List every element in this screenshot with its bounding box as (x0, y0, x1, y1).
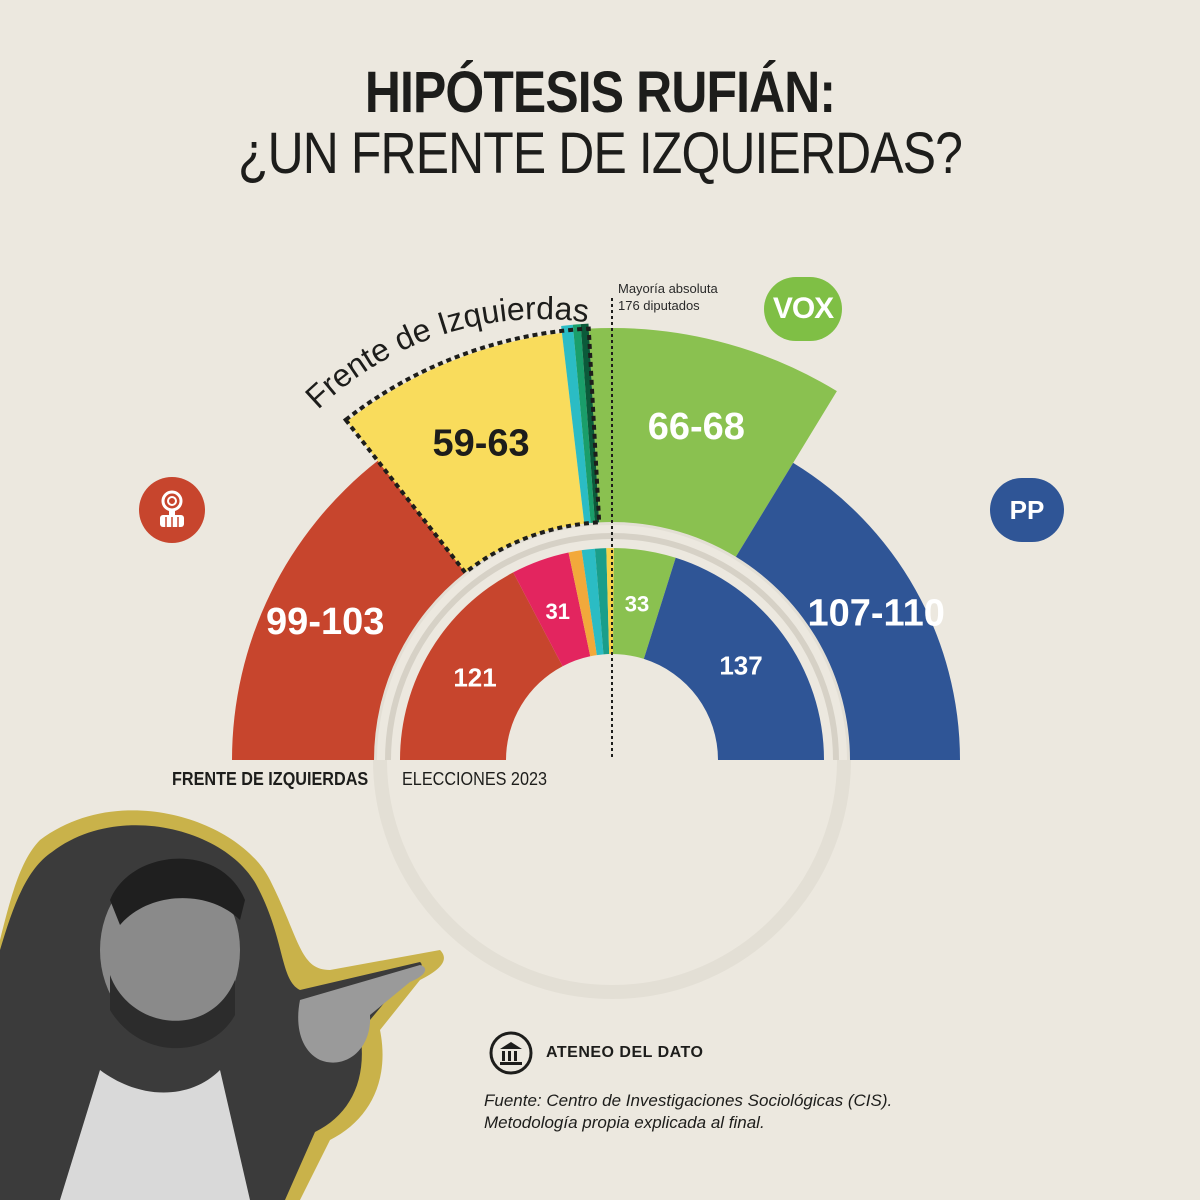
source-note: Fuente: Centro de Investigaciones Sociol… (484, 1090, 892, 1134)
majority-note: Mayoría absoluta 176 diputados (618, 280, 718, 314)
outer-ring-value-label: 59-63 (432, 423, 529, 465)
photo-hand (298, 965, 426, 1063)
outer-ring-value-label: 107-110 (808, 592, 945, 634)
outer-ring-label: FRENTE DE IZQUIERDAS (172, 769, 369, 789)
photo-hair (110, 858, 245, 925)
value-labels: 99-103 59-63 66-68 107-110 121 31 33 137 (266, 406, 945, 693)
psoe-logo-icon (139, 477, 205, 543)
outer-ring-value-label: 99-103 (266, 601, 384, 643)
inner-ring (377, 525, 847, 761)
outer-ring-slice-other-2 (572, 324, 595, 523)
outer-ring-slice-frente-de-izquierdas (346, 332, 585, 573)
source-line-2: Metodología propia explicada al final. (484, 1113, 765, 1132)
outer-ring-value-label: 66-68 (648, 406, 745, 448)
ateneo-building-icon (489, 1031, 533, 1075)
pp-logo: PP (990, 478, 1064, 542)
inner-ring-slice-other-1 (568, 550, 597, 657)
outer-ring-slice-vox (588, 327, 837, 557)
inner-ring-value-label: 137 (719, 651, 762, 681)
vox-logo: VOX (764, 277, 842, 341)
majority-line-2: 176 diputados (618, 298, 700, 313)
source-line-1: Fuente: Centro de Investigaciones Sociol… (484, 1091, 893, 1110)
inner-ring-value-label: 33 (625, 591, 649, 616)
inner-ring-slice-psoe (400, 572, 563, 760)
outer-ring-slice-other-1 (561, 324, 591, 524)
majority-line-1: Mayoría absoluta (618, 281, 718, 296)
outer-ring-slice-psoe (232, 460, 466, 760)
inner-ring-slice-other-3 (594, 548, 610, 655)
outer-ring-slice-pp (735, 462, 960, 760)
page-title: HIPÓTESIS RUFIÁN: ¿UN FRENTE DE IZQUIERD… (0, 62, 1200, 185)
frente-dashed-outline (342, 326, 602, 576)
inner-ring-slice-pp (643, 557, 824, 760)
inner-ring-slice-other-2 (581, 548, 604, 656)
brand-name: ATENEO DEL DATO (546, 1044, 704, 1061)
inner-ring-value-label: 31 (546, 599, 570, 624)
photo-beard (110, 975, 235, 1049)
inner-ring-label: ELECCIONES 2023 (402, 769, 547, 789)
rose-fist-icon (160, 490, 184, 527)
inner-ring-slice-vox (612, 548, 676, 659)
inner-ring-value-label: 121 (453, 663, 496, 693)
title-line-1: HIPÓTESIS RUFIÁN: (364, 60, 836, 125)
ring-separator-line (385, 533, 839, 761)
title-line-2: ¿UN FRENTE DE IZQUIERDAS? (237, 121, 963, 187)
frente-outline (342, 326, 602, 576)
inner-ring-slice-sumar (513, 552, 591, 667)
brand: ATENEO DEL DATO (488, 1030, 703, 1076)
photo-shirt (60, 1070, 250, 1200)
politician-photo (0, 810, 444, 1200)
